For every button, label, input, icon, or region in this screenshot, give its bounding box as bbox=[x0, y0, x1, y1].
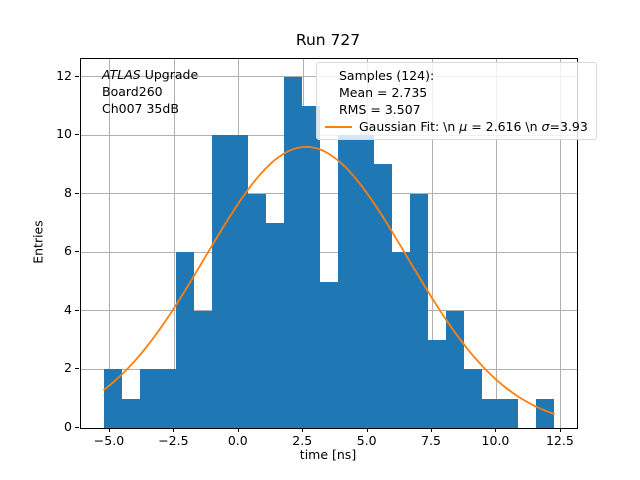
y-tick-label: 8 bbox=[64, 184, 72, 200]
histogram-bar bbox=[410, 193, 429, 428]
gridline-x bbox=[431, 59, 433, 428]
gridline-x bbox=[109, 59, 111, 428]
histogram-bar bbox=[265, 223, 284, 428]
legend-fit-entry: Gaussian Fit: \n μ = 2.616 \n σ=3.93 bbox=[325, 118, 588, 135]
y-tick-mark bbox=[75, 427, 79, 428]
histogram-bar bbox=[500, 398, 519, 428]
y-tick-mark bbox=[75, 75, 79, 77]
y-tick-label: 0 bbox=[64, 419, 72, 434]
x-tick-mark bbox=[237, 428, 239, 432]
histogram-bar bbox=[103, 369, 122, 428]
histogram-bar bbox=[536, 398, 555, 428]
annotation-line3: Ch007 35dB bbox=[102, 101, 179, 116]
y-tick-mark bbox=[75, 368, 79, 370]
y-tick-label: 12 bbox=[56, 67, 72, 83]
x-tick-mark bbox=[366, 428, 368, 432]
y-tick-label: 2 bbox=[64, 360, 72, 376]
histogram-bar bbox=[157, 369, 176, 428]
annotation-line1-rest: Upgrade bbox=[140, 67, 199, 82]
x-tick-label: −5.0 bbox=[93, 433, 125, 448]
histogram-bar bbox=[211, 135, 230, 428]
histogram-bar bbox=[283, 76, 302, 428]
gridline-y bbox=[81, 193, 577, 195]
fit-prefix: Gaussian Fit: \n bbox=[359, 119, 460, 134]
chart-title: Run 727 bbox=[295, 31, 361, 49]
sigma-symbol: σ bbox=[541, 119, 550, 134]
y-tick-label: 6 bbox=[64, 243, 72, 259]
x-axis-label: time [ns] bbox=[299, 447, 357, 462]
x-tick-mark bbox=[559, 428, 561, 432]
fit-mu-value: = 2.616 \n bbox=[467, 119, 542, 134]
y-tick-mark bbox=[75, 192, 79, 194]
legend: Samples (124): Mean = 2.735 RMS = 3.507 … bbox=[316, 62, 597, 140]
x-tick-label: 0.0 bbox=[227, 433, 248, 448]
histogram-bar bbox=[121, 398, 140, 428]
legend-fit-label: Gaussian Fit: \n μ = 2.616 \n σ=3.93 bbox=[359, 118, 588, 135]
annotation-block: ATLAS Upgrade Board260 Ch007 35dB bbox=[102, 66, 198, 117]
fit-line-sample-icon bbox=[325, 125, 352, 128]
x-tick-label: 7.5 bbox=[421, 433, 441, 448]
histogram-bar bbox=[464, 369, 483, 428]
x-tick-mark bbox=[302, 428, 304, 432]
x-tick-mark bbox=[495, 428, 497, 432]
y-tick-mark bbox=[75, 251, 79, 253]
histogram-bar bbox=[428, 340, 447, 428]
histogram-bar bbox=[356, 135, 375, 428]
y-tick-mark bbox=[75, 309, 79, 311]
x-tick-mark bbox=[108, 428, 110, 432]
x-tick-label: 12.5 bbox=[545, 433, 574, 448]
gridline-y bbox=[81, 251, 577, 253]
annotation-line1: ATLAS Upgrade bbox=[102, 66, 198, 83]
x-tick-label: −2.5 bbox=[158, 433, 189, 448]
y-tick-label: 4 bbox=[64, 301, 72, 317]
legend-samples-title: Samples (124): bbox=[339, 68, 435, 83]
x-tick-mark bbox=[431, 428, 433, 432]
histogram-bar bbox=[338, 135, 357, 428]
gridline-x bbox=[495, 59, 497, 428]
gaussian-fit-curve bbox=[102, 145, 555, 415]
histogram-bar bbox=[374, 164, 393, 428]
legend-mean: Mean = 2.735 bbox=[339, 85, 428, 100]
histogram-bar bbox=[193, 310, 212, 428]
histogram-bar bbox=[392, 252, 411, 428]
histogram-bar bbox=[139, 369, 158, 428]
x-tick-label: 10.0 bbox=[481, 433, 510, 448]
y-tick-label: 10 bbox=[56, 126, 72, 142]
y-tick-mark bbox=[75, 134, 79, 136]
gridline-x bbox=[560, 59, 562, 428]
histogram-bar bbox=[175, 252, 194, 428]
histogram-bar bbox=[301, 105, 320, 428]
mu-symbol: μ bbox=[459, 119, 468, 134]
histogram-bar bbox=[482, 398, 501, 428]
x-tick-label: 2.5 bbox=[292, 433, 313, 448]
fit-sigma-value: =3.93 bbox=[549, 119, 588, 134]
experiment-name: ATLAS bbox=[102, 67, 141, 82]
gridline-x bbox=[173, 59, 175, 428]
annotation-line2: Board260 bbox=[102, 84, 163, 99]
histogram-bar bbox=[319, 281, 338, 428]
x-tick-label: 5.0 bbox=[356, 433, 377, 448]
x-tick-mark bbox=[173, 428, 175, 432]
legend-rms: RMS = 3.507 bbox=[339, 102, 421, 117]
histogram-bar bbox=[247, 193, 266, 428]
